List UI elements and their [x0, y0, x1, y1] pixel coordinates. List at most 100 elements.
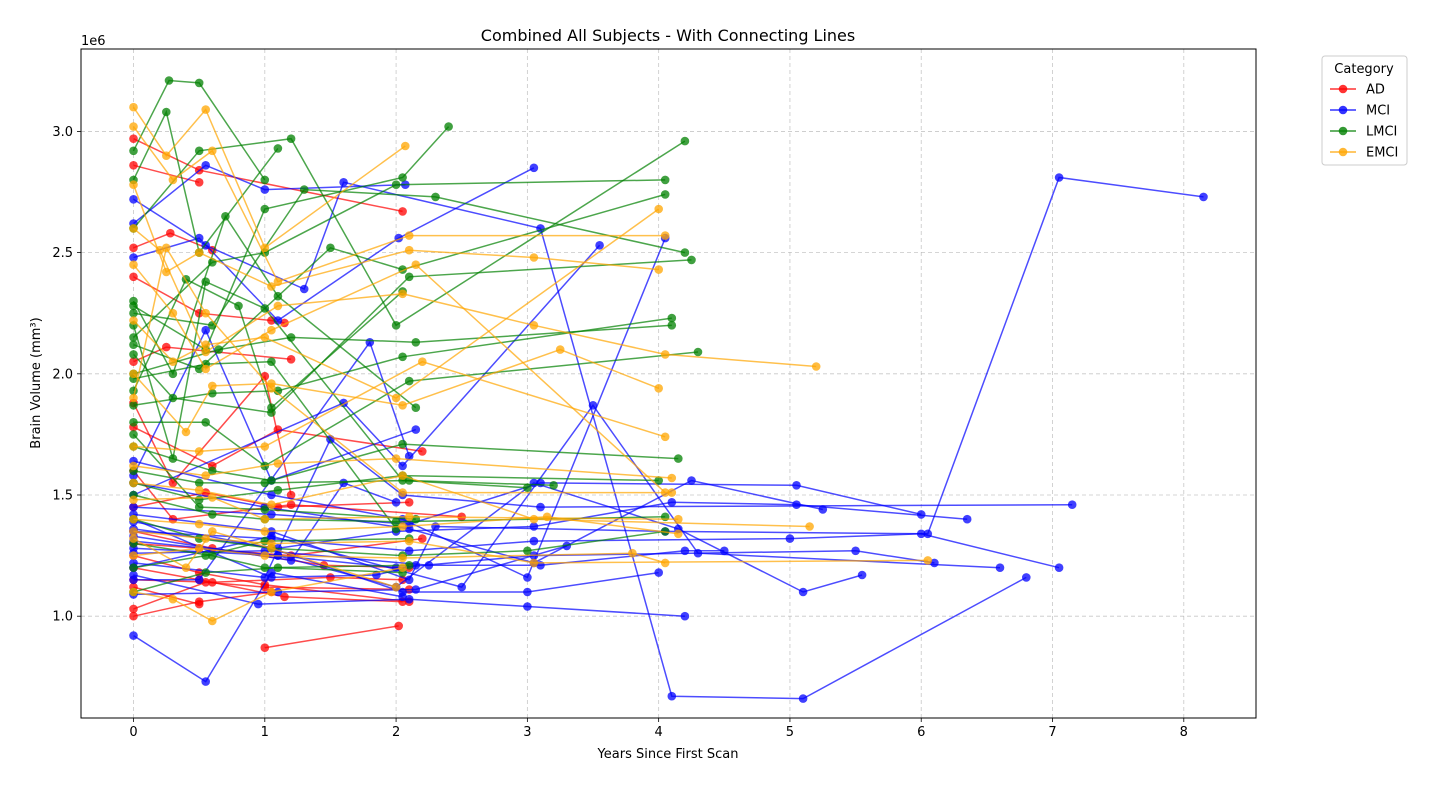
x-axis-label: Years Since First Scan	[597, 747, 739, 762]
data-point	[398, 488, 407, 497]
data-point	[523, 546, 532, 556]
data-point	[214, 345, 224, 354]
x-tick-label: 1	[261, 725, 269, 740]
data-point	[267, 282, 276, 291]
data-point	[129, 161, 138, 170]
data-point	[194, 178, 204, 187]
data-point	[457, 582, 467, 592]
data-point	[208, 146, 217, 156]
data-point	[129, 604, 138, 614]
legend-box	[1321, 55, 1408, 166]
data-point	[201, 308, 210, 318]
data-point	[129, 393, 138, 403]
data-point	[693, 347, 703, 357]
subject-line	[133, 491, 410, 508]
data-point	[168, 478, 178, 488]
data-point	[962, 514, 972, 524]
data-point	[529, 514, 539, 524]
data-point	[529, 558, 539, 568]
data-point	[529, 163, 539, 173]
data-point	[286, 134, 296, 143]
data-point	[523, 587, 532, 597]
series-emci	[129, 102, 933, 626]
data-point	[208, 578, 217, 587]
data-point	[654, 476, 663, 485]
data-point	[660, 350, 670, 359]
data-layer	[129, 76, 1208, 703]
data-point	[398, 289, 407, 299]
data-point	[201, 677, 210, 686]
legend-label: LMCI	[1366, 125, 1397, 140]
data-point	[857, 570, 867, 580]
plot-frame	[80, 48, 1257, 719]
data-point	[267, 587, 276, 597]
data-point	[181, 563, 191, 572]
subject-line	[133, 181, 1027, 700]
subject-line	[133, 518, 666, 557]
data-point	[129, 563, 138, 572]
subject-line	[133, 550, 725, 567]
subject-line	[133, 545, 568, 596]
data-point	[667, 313, 677, 323]
data-point	[168, 308, 178, 318]
legend-label: AD	[1366, 83, 1385, 98]
data-point	[166, 228, 175, 238]
subject-line	[132, 126, 666, 283]
data-point	[267, 384, 276, 393]
subject-line	[133, 586, 200, 605]
data-point	[523, 602, 532, 611]
data-point	[805, 522, 814, 531]
data-point	[687, 476, 696, 485]
subject-line	[133, 227, 817, 368]
data-point	[431, 192, 440, 202]
data-point	[680, 248, 690, 257]
data-point	[811, 362, 821, 371]
legend-title: Category	[1334, 62, 1394, 77]
data-point	[267, 500, 276, 510]
data-point	[536, 502, 545, 512]
data-point	[398, 461, 407, 471]
data-point	[221, 212, 230, 221]
data-point	[201, 161, 210, 170]
data-point	[529, 253, 539, 262]
y-tick-label: 2.0	[52, 367, 73, 382]
data-point	[129, 180, 138, 189]
data-point	[194, 364, 204, 374]
data-point	[660, 558, 670, 568]
subject-line	[133, 360, 397, 530]
data-point	[404, 594, 414, 604]
data-point	[129, 296, 138, 306]
data-point	[411, 585, 421, 594]
data-point	[549, 481, 558, 490]
data-point	[194, 478, 204, 488]
data-point	[628, 548, 637, 558]
data-point	[1199, 192, 1208, 202]
legend-marker	[1338, 147, 1348, 157]
data-point	[365, 338, 375, 347]
x-tick-label: 0	[129, 725, 137, 740]
subject-line	[133, 176, 1204, 581]
data-point	[260, 175, 270, 185]
data-point	[411, 260, 421, 270]
data-point	[280, 592, 289, 602]
data-point	[201, 277, 210, 287]
data-point	[916, 510, 926, 519]
data-point	[798, 694, 808, 703]
data-point	[194, 447, 204, 456]
data-point	[129, 534, 138, 543]
subject-line	[133, 571, 403, 683]
data-point	[208, 527, 217, 536]
data-point	[923, 556, 933, 565]
data-point	[194, 599, 204, 609]
data-point	[267, 573, 276, 582]
data-point	[273, 485, 283, 495]
x-tick-label: 8	[1180, 725, 1188, 740]
data-point	[168, 357, 178, 367]
data-point	[201, 364, 210, 374]
data-point	[129, 527, 138, 536]
data-point	[273, 291, 283, 301]
data-point	[273, 301, 283, 311]
data-point	[194, 519, 204, 529]
data-point	[129, 333, 138, 342]
data-point	[129, 442, 138, 451]
